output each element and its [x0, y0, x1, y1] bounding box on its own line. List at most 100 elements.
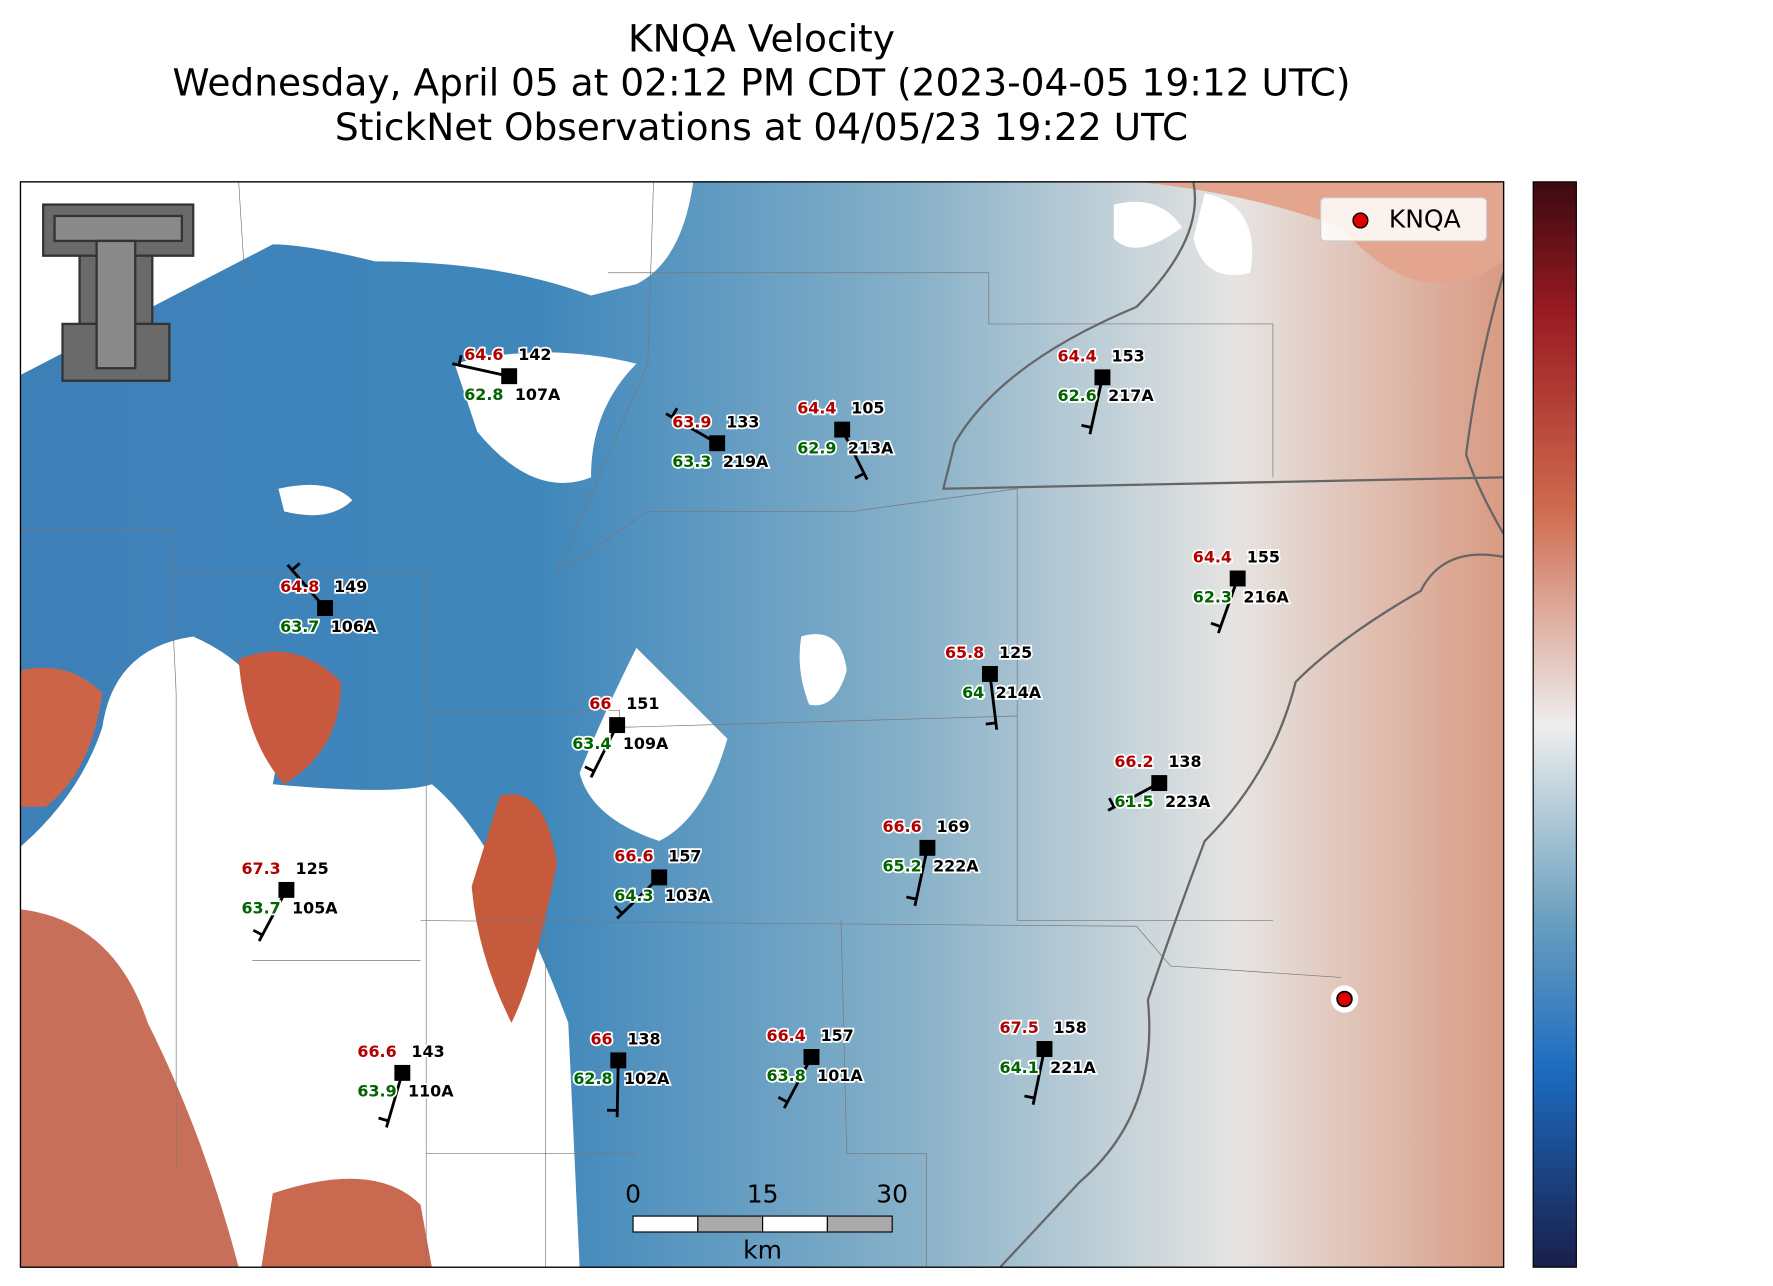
title-line: StickNet Observations at 04/05/23 19:22 … — [335, 105, 1188, 149]
radar-map: 64.6 142 62.8 107A 63.9 133 63.3 219A 64.4 105 62.… — [20, 182, 1503, 1267]
station-id: 109A — [623, 734, 669, 753]
temperature: 66.4 — [767, 1026, 806, 1045]
temperature: 67.3 — [241, 859, 280, 878]
station-marker — [1037, 1041, 1053, 1057]
station-marker — [651, 869, 667, 885]
station-marker — [1230, 571, 1246, 587]
temperature: 64.8 — [280, 577, 319, 596]
station-id: 221A — [1050, 1058, 1096, 1077]
wind-barb — [617, 1060, 618, 1117]
station-marker — [1094, 369, 1110, 385]
wind-barb-flag — [1024, 1096, 1034, 1098]
dewpoint: 62.9 — [797, 438, 836, 457]
station-id: 222A — [933, 857, 979, 876]
scale-segment — [633, 1216, 698, 1232]
dewpoint: 62.8 — [573, 1069, 612, 1088]
dewpoint: 63.7 — [241, 899, 280, 918]
observation-value: 157 — [668, 846, 701, 865]
scale-label: 30 — [876, 1180, 908, 1209]
observation-value: 158 — [1054, 1018, 1087, 1037]
dewpoint: 62.3 — [1193, 587, 1232, 606]
title-line: Wednesday, April 05 at 02:12 PM CDT (202… — [172, 61, 1350, 105]
station-marker — [709, 435, 725, 451]
station-marker — [317, 600, 333, 616]
station-marker — [609, 717, 625, 733]
station-marker — [394, 1065, 410, 1081]
temperature: 66.6 — [357, 1042, 396, 1061]
observation-value: 151 — [626, 694, 659, 713]
legend-marker — [1353, 213, 1368, 228]
temperature: 65.8 — [945, 643, 984, 662]
station-id: 214A — [996, 683, 1042, 702]
temperature: 64.6 — [464, 345, 503, 364]
observation-value: 153 — [1112, 346, 1145, 365]
scale-label: 15 — [747, 1180, 779, 1209]
observation-value: 105 — [851, 399, 884, 418]
observation-value: 138 — [627, 1029, 660, 1048]
station-marker — [278, 882, 294, 898]
station-marker — [834, 422, 850, 438]
colorbar — [1533, 182, 1576, 1267]
dewpoint: 63.7 — [280, 617, 319, 636]
dewpoint: 63.4 — [572, 734, 611, 753]
temperature: 64.4 — [797, 399, 836, 418]
observation-value: 125 — [296, 859, 329, 878]
station-id: 213A — [848, 438, 894, 457]
dewpoint: 61.5 — [1114, 792, 1153, 811]
observation-value: 125 — [999, 643, 1032, 662]
temperature: 66 — [589, 694, 611, 713]
scale-label: 0 — [625, 1180, 641, 1209]
observation-value: 143 — [411, 1042, 444, 1061]
temperature: 66 — [590, 1029, 612, 1048]
scale-segment — [698, 1216, 763, 1232]
dewpoint: 65.2 — [882, 857, 921, 876]
observation-value: 142 — [518, 345, 551, 364]
station-id: 219A — [723, 452, 769, 471]
wind-barb-flag — [986, 723, 996, 724]
station-id: 105A — [292, 899, 338, 918]
station-marker — [982, 666, 998, 682]
legend-label: KNQA — [1389, 204, 1461, 233]
dewpoint: 62.8 — [464, 385, 503, 404]
scale-unit: km — [743, 1235, 782, 1264]
station-id: 102A — [624, 1069, 670, 1088]
temperature: 64.4 — [1058, 346, 1097, 365]
station-id: 103A — [665, 886, 711, 905]
dewpoint: 64 — [962, 683, 984, 702]
dewpoint: 63.8 — [767, 1066, 806, 1085]
station-id: 107A — [515, 385, 561, 404]
station-id: 216A — [1243, 587, 1289, 606]
temperature: 63.9 — [672, 412, 711, 431]
observation-value: 138 — [1168, 752, 1201, 771]
station-marker — [610, 1052, 626, 1068]
temperature: 66.6 — [882, 817, 921, 836]
station-marker — [1151, 775, 1167, 791]
scale-segment — [763, 1216, 828, 1232]
title-line: KNQA Velocity — [628, 16, 895, 60]
scale-segment — [827, 1216, 892, 1232]
temperature: 66.6 — [614, 846, 653, 865]
radar-site — [1337, 992, 1352, 1007]
legend: KNQA — [1321, 198, 1487, 241]
colorbar-ramp — [1533, 182, 1576, 1267]
observation-value: 155 — [1247, 548, 1280, 567]
station-id: 217A — [1108, 386, 1154, 405]
temperature: 66.2 — [1114, 752, 1153, 771]
dewpoint: 62.6 — [1058, 386, 1097, 405]
temperature: 67.5 — [1000, 1018, 1039, 1037]
station-marker — [919, 840, 935, 856]
dewpoint: 63.9 — [357, 1082, 396, 1101]
station-id: 101A — [817, 1066, 863, 1085]
observation-value: 149 — [334, 577, 367, 596]
observation-value: 157 — [821, 1026, 854, 1045]
station-id: 223A — [1165, 792, 1211, 811]
observation-value: 133 — [726, 412, 759, 431]
dewpoint: 63.3 — [672, 452, 711, 471]
dewpoint: 64.1 — [1000, 1058, 1039, 1077]
observation-value: 169 — [937, 817, 970, 836]
dewpoint: 64.3 — [614, 886, 653, 905]
station-marker — [501, 368, 517, 384]
station-id: 106A — [331, 617, 377, 636]
